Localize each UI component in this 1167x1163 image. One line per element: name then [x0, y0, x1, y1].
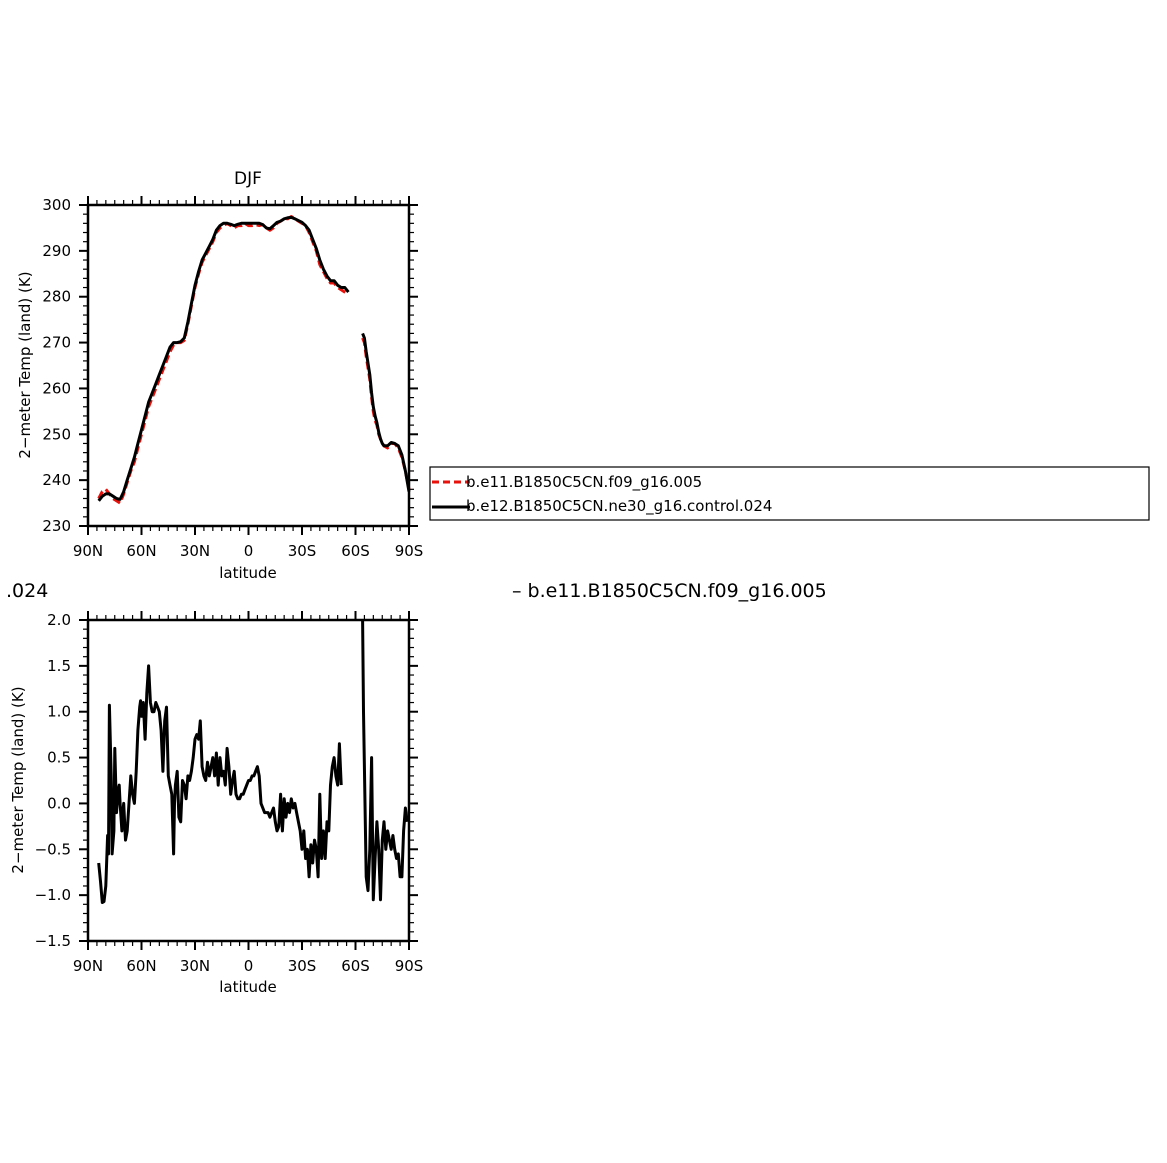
bottom-ytick-label: 0.5 — [47, 749, 71, 767]
top-series-1-line — [361, 332, 411, 492]
bottom-ytick-label: 2.0 — [47, 611, 71, 629]
top-ytick-label: 300 — [42, 196, 71, 214]
bottom-series-0-line — [361, 619, 409, 902]
chart-top-series — [97, 215, 411, 505]
bottom-ytick-label: 0.0 — [47, 794, 71, 812]
chart-bottom-series — [97, 619, 409, 904]
top-ytick-label: 230 — [42, 517, 71, 535]
top-ytick-label: 290 — [42, 242, 71, 260]
chart-bottom-frame — [86, 618, 411, 943]
bottom-xtick-label: 0 — [244, 957, 254, 975]
top-xtick-label: 30S — [288, 542, 317, 560]
bottom-xtick-label: 30N — [180, 957, 210, 975]
bottom-xtick-label: 60N — [126, 957, 156, 975]
legend-entry-black: b.e12.B1850C5CN.ne30_g16.control.024 — [466, 497, 772, 516]
bottom-ytick-label: 1.0 — [47, 703, 71, 721]
top-xtick-label: 60S — [341, 542, 370, 560]
chart-top-ticks: 90N 60N 30N 0 30S 60S 90S 230 240 250 260 270 280 290… — [42, 196, 423, 560]
top-series-0-line — [97, 215, 350, 505]
top-xtick-label: 90S — [395, 542, 424, 560]
top-xtick-label: 90N — [73, 542, 103, 560]
top-xtick-label: 30N — [180, 542, 210, 560]
top-ytick-label: 260 — [42, 379, 71, 397]
chart-top-title: DJF — [234, 169, 262, 189]
bottom-xtick-label: 60S — [341, 957, 370, 975]
bottom-ytick-label: −1.5 — [35, 932, 71, 950]
bottom-xtick-label: 90S — [395, 957, 424, 975]
chart-top-ylabel: 2−meter Temp (land) (K) — [16, 271, 34, 458]
top-ytick-label: 250 — [42, 425, 71, 443]
bottom-ytick-label: 1.5 — [47, 657, 71, 675]
chart-top-frame — [86, 203, 411, 528]
top-ytick-label: 270 — [42, 334, 71, 352]
chart-bottom-difference: 90N 60N 30N 0 30S 60S 90S 2.0 1.5 1.0 0.5 0.0 −0.5 −1… — [9, 611, 423, 996]
bottom-ytick-label: −0.5 — [35, 840, 71, 858]
legend-box — [429, 466, 1150, 521]
top-series-0-line — [361, 337, 411, 490]
top-ytick-label: 280 — [42, 288, 71, 306]
legend-entry-red: b.e11.B1850C5CN.f09_g16.005 — [466, 473, 702, 492]
chart-top-xlabel: latitude — [219, 564, 277, 582]
stray-label-left: .024 — [6, 580, 48, 602]
chart-bottom-xlabel: latitude — [219, 978, 277, 996]
stray-label-right: – b.e11.B1850C5CN.f09_g16.005 — [512, 580, 827, 602]
bottom-xtick-label: 30S — [288, 957, 317, 975]
top-ytick-label: 240 — [42, 471, 71, 489]
bottom-xtick-label: 90N — [73, 957, 103, 975]
chart-bottom-ylabel: 2−meter Temp (land) (K) — [9, 686, 27, 873]
bottom-ytick-label: −1.0 — [35, 886, 71, 904]
top-series-1-line — [97, 215, 350, 502]
legend: b.e11.B1850C5CN.f09_g16.005 b.e12.B1850C… — [429, 466, 1150, 521]
top-xtick-label: 60N — [126, 542, 156, 560]
top-xtick-label: 0 — [244, 542, 254, 560]
bottom-series-0-line — [97, 664, 343, 904]
chart-top-djf: DJF 90N 60N 30N 0 30S 60S 90S 230 240 250 260 270 28… — [16, 169, 423, 582]
